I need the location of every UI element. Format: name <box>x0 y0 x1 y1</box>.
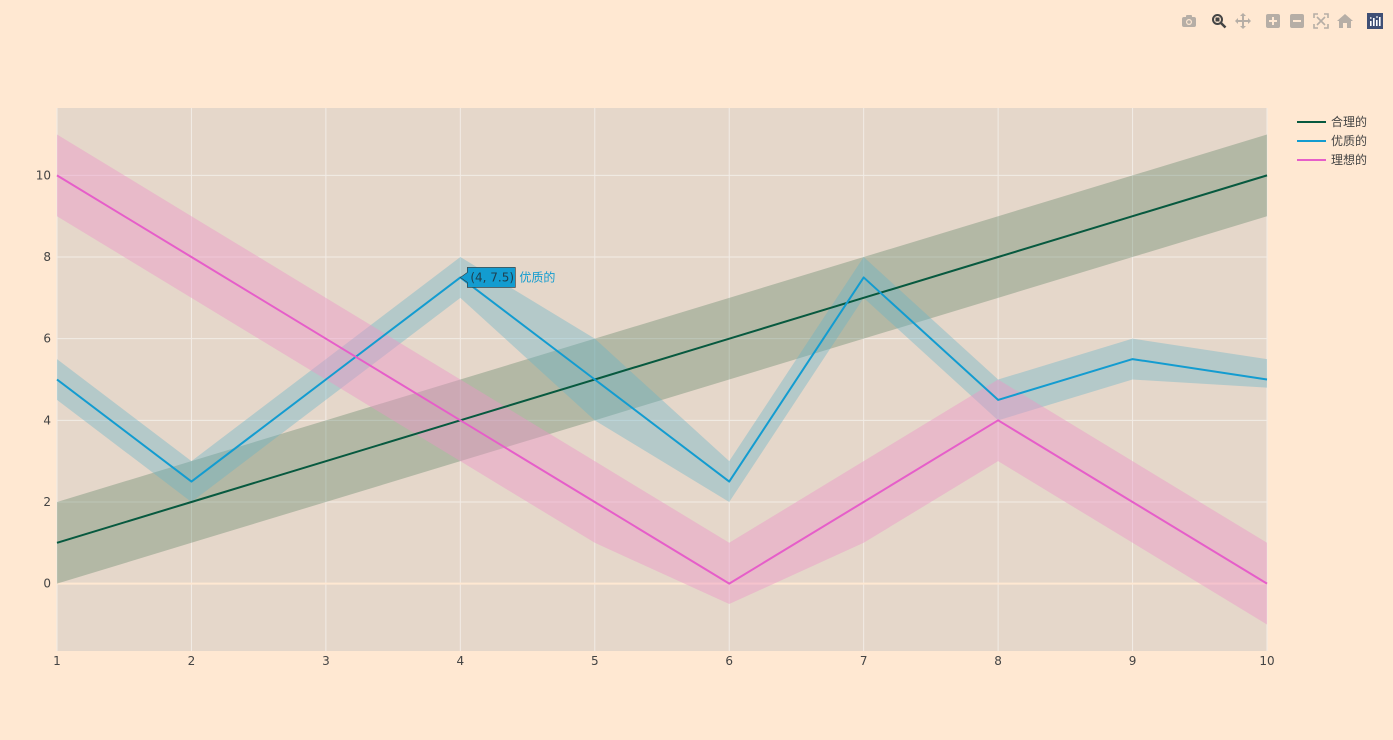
tooltip-box <box>459 267 516 288</box>
x-tick-label: 6 <box>725 654 733 668</box>
zoom-in-icon[interactable] <box>1261 10 1285 32</box>
tooltip-series-name: 优质的 <box>519 269 555 284</box>
plotly-logo-icon[interactable] <box>1363 10 1387 32</box>
y-tick-label: 6 <box>43 332 51 346</box>
hover-tooltip: (4, 7.5) 优质的 <box>459 267 555 288</box>
legend-label: 优质的 <box>1331 133 1367 148</box>
home-icon[interactable] <box>1333 10 1357 32</box>
autoscale-icon[interactable] <box>1309 10 1333 32</box>
legend-label: 合理的 <box>1331 114 1367 129</box>
zoom-out-icon[interactable] <box>1285 10 1309 32</box>
legend-label: 理想的 <box>1331 152 1367 167</box>
modebar <box>1177 10 1387 32</box>
y-tick-label: 2 <box>43 495 51 509</box>
x-tick-label: 10 <box>1259 654 1274 668</box>
x-tick-label: 2 <box>188 654 196 668</box>
zoom-icon[interactable] <box>1207 10 1231 32</box>
x-tick-label: 1 <box>53 654 61 668</box>
series-line-0 <box>56 174 1268 544</box>
band-2 <box>57 134 1267 625</box>
tooltip-value: (4, 7.5) <box>470 270 514 284</box>
x-tick-label: 7 <box>860 654 868 668</box>
y-tick-label: 10 <box>36 168 51 182</box>
x-tick-label: 4 <box>457 654 465 668</box>
band-1 <box>57 257 1267 502</box>
y-tick-label: 0 <box>43 577 51 591</box>
series-line-2 <box>56 174 1268 585</box>
y-tick-label: 8 <box>43 250 51 264</box>
x-tick-label: 9 <box>1129 654 1137 668</box>
x-tick-label: 3 <box>322 654 330 668</box>
y-tick-label: 4 <box>43 413 51 427</box>
pan-icon[interactable] <box>1231 10 1255 32</box>
x-tick-label: 5 <box>591 654 599 668</box>
x-tick-label: 8 <box>994 654 1002 668</box>
series-line-1 <box>56 276 1268 483</box>
camera-icon[interactable] <box>1177 10 1201 32</box>
